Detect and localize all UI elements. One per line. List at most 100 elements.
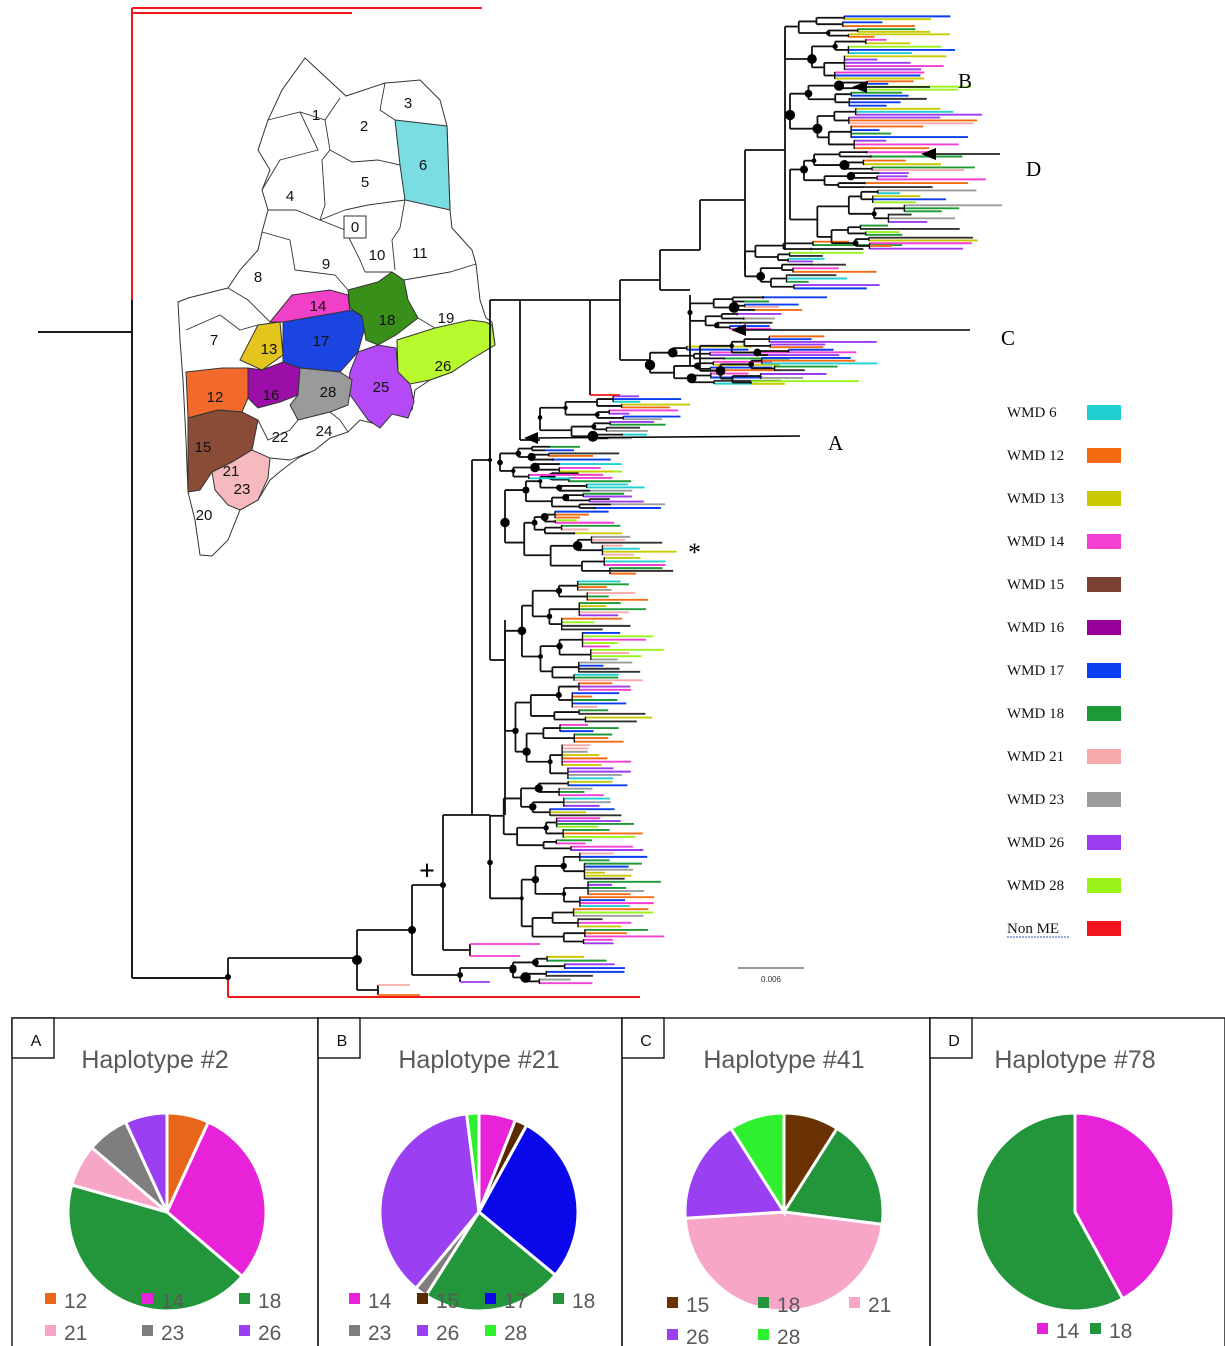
legend-label: WMD 21: [1007, 749, 1064, 765]
legend-entry: 15: [436, 1290, 459, 1313]
tree-node: [538, 653, 543, 659]
tree-node: [832, 43, 838, 50]
legend-label: WMD 28: [1007, 878, 1064, 894]
tree-node: [715, 365, 726, 376]
tree-node: [807, 54, 817, 64]
pie-slice: [781, 1126, 885, 1227]
panel-frame: [929, 1017, 1225, 1346]
legend-label: WMD 13: [1007, 491, 1064, 507]
legend-entry: 26: [686, 1326, 709, 1346]
legend-entry: 26: [436, 1322, 459, 1345]
tree-node: [812, 123, 823, 134]
legend-entry: 28: [504, 1322, 527, 1345]
legend-label: WMD 15: [1007, 577, 1064, 593]
legend-entry: 15: [686, 1294, 709, 1317]
legend-entry: 12: [64, 1290, 87, 1313]
legend-swatch: [1087, 448, 1121, 463]
panel-letter: B: [337, 1033, 348, 1050]
legend-marker: [45, 1325, 56, 1336]
district-18: [347, 271, 419, 346]
tree-node: [522, 486, 530, 494]
legend-label: WMD 17: [1007, 663, 1065, 679]
tree-node: [555, 587, 563, 594]
tree-node: [509, 966, 517, 974]
tree-node: [500, 517, 510, 528]
tree-node: [871, 211, 877, 217]
tree-node: [531, 875, 540, 884]
tree-node: [531, 519, 538, 526]
pie-slice: [165, 1120, 268, 1279]
tree-node: [686, 373, 697, 384]
tree-node: [728, 302, 740, 313]
district-label: 23: [234, 481, 251, 498]
legend-marker: [239, 1325, 250, 1336]
clade-annotations: A B C D * + 0.006: [419, 69, 1041, 984]
legend-marker: [1037, 1323, 1048, 1334]
tree-node: [729, 343, 734, 349]
haplotype-panels: A B C D Haplotype #2 12 14 18 21 23 26 Haplotype #2…: [11, 1017, 1225, 1346]
district-label: 9: [322, 256, 330, 273]
tree-node: [667, 347, 678, 358]
legend-entry: 26: [258, 1322, 281, 1345]
tree-node: [833, 80, 845, 91]
district-label: 20: [196, 507, 213, 524]
arrow-d-head: [921, 148, 936, 160]
tree-node: [547, 759, 553, 765]
tree-node: [693, 362, 700, 369]
district-label: 24: [316, 423, 333, 440]
clade-label-b: B: [958, 69, 972, 93]
panel-letter: D: [948, 1033, 960, 1050]
pie-slice: [683, 1126, 787, 1220]
legend-label: WMD 18: [1007, 706, 1064, 722]
tree-node: [756, 271, 766, 281]
pie-slice: [464, 1111, 481, 1213]
legend-entry: 21: [868, 1294, 891, 1317]
maine-wmd-map: 1 2 3 4 5 6 0 7 8 9 10 11 12 13 14 15 16…: [177, 57, 496, 557]
tree-node: [594, 412, 600, 418]
tree-node: [527, 452, 536, 462]
district-label: 15: [195, 439, 212, 456]
district-label: 3: [404, 95, 412, 112]
tree-node: [811, 158, 817, 164]
district-label: 11: [412, 245, 428, 262]
tree-node: [852, 240, 859, 247]
plus-marker: +: [419, 856, 435, 887]
legend-marker: [485, 1293, 496, 1304]
tree-node: [799, 165, 808, 174]
tree-node: [511, 468, 516, 474]
legend-marker: [349, 1293, 360, 1304]
district-13: [239, 321, 284, 371]
legend-entry: 21: [64, 1322, 87, 1345]
tree-node: [529, 803, 537, 811]
star-marker: *: [688, 538, 701, 567]
legend-marker: [417, 1325, 428, 1336]
district-label: 12: [207, 389, 224, 406]
pie-slice: [728, 1111, 786, 1218]
district-label: 16: [263, 387, 280, 404]
legend-entry: 14: [368, 1290, 392, 1313]
pie-slice: [66, 1183, 245, 1313]
district-label: 18: [379, 312, 396, 329]
tree-node: [497, 459, 503, 466]
tree-node: [846, 171, 856, 181]
legend-marker: [758, 1297, 769, 1308]
district-label: 4: [286, 188, 294, 205]
district-label: 0: [351, 219, 359, 236]
tree-node: [517, 626, 527, 636]
panel-letter-box: [621, 1017, 665, 1059]
legend-marker: [45, 1293, 56, 1304]
district-21: [211, 449, 271, 511]
district-label: 22: [272, 429, 289, 446]
district-6: [394, 119, 451, 211]
tree-node: [825, 30, 831, 36]
tree-node: [560, 862, 567, 870]
district-label: 21: [223, 463, 240, 480]
legend-entry: 18: [1109, 1320, 1132, 1343]
legend-label: WMD 23: [1007, 792, 1064, 808]
arrow-a-line: [535, 435, 801, 439]
legend-label: WMD 16: [1007, 620, 1065, 636]
legend-swatch: [1087, 577, 1121, 592]
district-label: 28: [320, 384, 337, 401]
legend-swatch: [1087, 835, 1121, 850]
